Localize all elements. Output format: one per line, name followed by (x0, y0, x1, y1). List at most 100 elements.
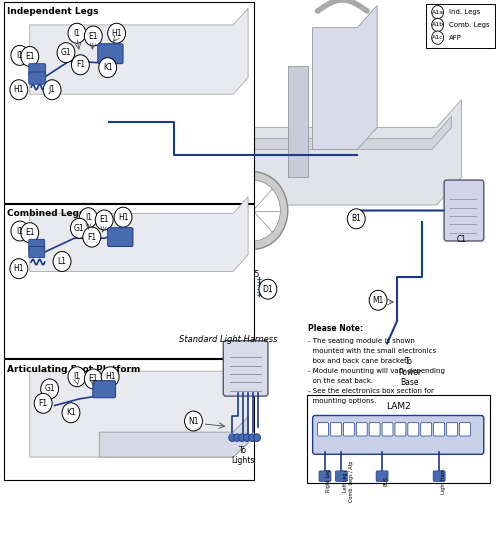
Text: G1: G1 (60, 48, 72, 57)
Circle shape (184, 411, 202, 431)
Text: H1: H1 (14, 264, 24, 273)
Text: - The seating module is shown: - The seating module is shown (308, 338, 414, 344)
FancyBboxPatch shape (408, 423, 419, 436)
Text: BUS: BUS (384, 476, 388, 486)
Circle shape (68, 367, 86, 387)
FancyBboxPatch shape (4, 359, 254, 480)
Circle shape (21, 223, 38, 243)
Text: To
Power
Base: To Power Base (398, 357, 421, 387)
FancyBboxPatch shape (29, 72, 46, 84)
Text: Combined Legs: Combined Legs (8, 209, 85, 218)
Text: E1: E1 (25, 228, 34, 237)
Circle shape (70, 218, 88, 238)
Circle shape (11, 45, 29, 65)
Circle shape (432, 6, 444, 19)
Polygon shape (124, 116, 452, 150)
Text: I1: I1 (74, 372, 80, 381)
FancyBboxPatch shape (434, 423, 444, 436)
Text: I1: I1 (16, 227, 24, 235)
Text: AFP: AFP (449, 35, 462, 40)
FancyBboxPatch shape (356, 423, 367, 436)
FancyBboxPatch shape (319, 471, 331, 481)
Circle shape (226, 180, 280, 241)
FancyBboxPatch shape (29, 64, 46, 76)
Circle shape (244, 434, 250, 442)
Text: A1b: A1b (432, 22, 444, 28)
Circle shape (83, 227, 100, 247)
FancyBboxPatch shape (98, 44, 123, 64)
Text: Comb. Legs: Comb. Legs (449, 22, 490, 28)
FancyBboxPatch shape (369, 423, 380, 436)
FancyBboxPatch shape (376, 471, 388, 481)
FancyBboxPatch shape (288, 66, 308, 177)
Text: I1: I1 (16, 51, 24, 60)
Text: H1: H1 (105, 372, 116, 381)
FancyBboxPatch shape (460, 423, 470, 436)
FancyBboxPatch shape (336, 471, 347, 481)
Text: mounted with the small electronics: mounted with the small electronics (308, 348, 436, 354)
FancyBboxPatch shape (330, 423, 342, 436)
FancyBboxPatch shape (421, 423, 432, 436)
FancyBboxPatch shape (29, 247, 44, 258)
Text: G1: G1 (74, 224, 85, 233)
Circle shape (84, 369, 102, 389)
Polygon shape (30, 8, 248, 94)
Circle shape (96, 210, 113, 230)
FancyBboxPatch shape (318, 423, 328, 436)
Text: K1: K1 (103, 63, 113, 72)
Text: Articulating Foot Platform: Articulating Foot Platform (8, 365, 141, 373)
Text: E1: E1 (100, 216, 109, 224)
Circle shape (98, 58, 116, 78)
Text: H1: H1 (118, 213, 128, 222)
Text: E1: E1 (88, 375, 98, 383)
Text: H1: H1 (14, 85, 24, 94)
Text: G1: G1 (44, 384, 55, 393)
Text: Independent Legs: Independent Legs (8, 7, 99, 16)
FancyBboxPatch shape (426, 4, 494, 48)
Circle shape (57, 43, 75, 63)
Text: - Module mounting will vary depending: - Module mounting will vary depending (308, 368, 444, 374)
Circle shape (432, 18, 444, 32)
Circle shape (84, 26, 102, 46)
Circle shape (114, 207, 132, 227)
Polygon shape (119, 100, 462, 205)
FancyBboxPatch shape (4, 204, 254, 358)
Text: LAM2: LAM2 (386, 402, 410, 411)
Text: Please Note:: Please Note: (308, 324, 363, 333)
Text: F1: F1 (76, 60, 85, 69)
FancyBboxPatch shape (4, 2, 254, 203)
Circle shape (80, 208, 98, 228)
FancyBboxPatch shape (444, 180, 484, 241)
Text: B1: B1 (352, 214, 361, 223)
Text: - See the electronics box section for: - See the electronics box section for (308, 388, 434, 394)
Text: A1a: A1a (432, 9, 444, 15)
Text: F1: F1 (87, 233, 97, 242)
Text: I1: I1 (85, 213, 92, 222)
Circle shape (254, 434, 260, 442)
Text: J1: J1 (48, 85, 56, 94)
Circle shape (101, 367, 119, 387)
Text: F1: F1 (38, 399, 48, 408)
Circle shape (62, 403, 80, 423)
Circle shape (348, 209, 365, 229)
Text: M1: M1 (372, 296, 384, 305)
Circle shape (259, 279, 277, 299)
FancyBboxPatch shape (306, 395, 490, 483)
Text: N1: N1 (188, 417, 199, 425)
Circle shape (21, 47, 38, 66)
Text: K1: K1 (66, 408, 76, 417)
Polygon shape (30, 357, 248, 457)
Polygon shape (312, 6, 377, 150)
FancyBboxPatch shape (344, 423, 354, 436)
Polygon shape (30, 197, 248, 271)
Text: E1: E1 (88, 32, 98, 40)
FancyBboxPatch shape (29, 239, 44, 250)
Text: Light Ham.: Light Ham. (440, 468, 446, 494)
FancyBboxPatch shape (446, 423, 458, 436)
FancyBboxPatch shape (108, 228, 133, 247)
Text: D1: D1 (262, 285, 274, 294)
Circle shape (218, 172, 288, 249)
FancyBboxPatch shape (395, 423, 406, 436)
Circle shape (11, 221, 29, 241)
Circle shape (72, 55, 90, 75)
